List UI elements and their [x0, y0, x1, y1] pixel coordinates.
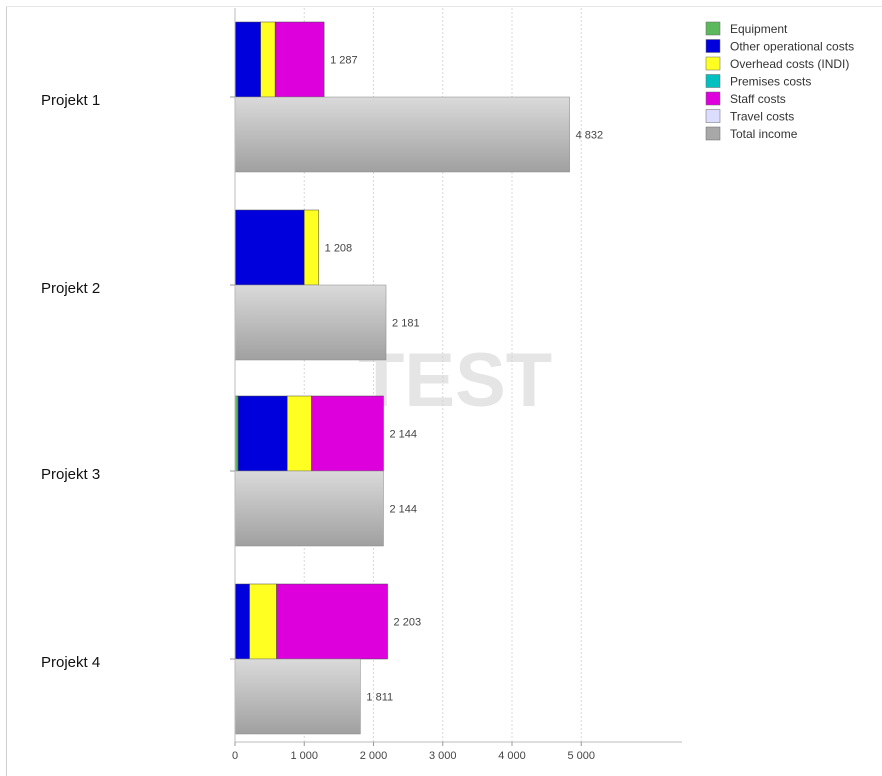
x-tick-label: 3 000 — [429, 750, 457, 762]
legend-label: Overhead costs (INDI) — [730, 57, 849, 71]
bar-segment-overhead-costs-indi-[interactable] — [249, 583, 277, 660]
legend-swatch — [705, 39, 721, 53]
bar-total-income[interactable] — [234, 96, 570, 173]
bar-segment-other-operational-costs[interactable] — [237, 395, 288, 472]
x-tick-label: 1 000 — [290, 750, 318, 762]
income-label: 4 832 — [576, 130, 604, 142]
income-label: 2 181 — [392, 318, 420, 330]
category-label: Projekt 4 — [41, 654, 100, 671]
bar-segment-staff-costs[interactable] — [276, 583, 388, 660]
bar-segment-overhead-costs-indi-[interactable] — [260, 21, 276, 98]
bar-segment-overhead-costs-indi-[interactable] — [304, 209, 319, 286]
legend-swatch — [705, 56, 721, 71]
cost-total-label: 2 144 — [389, 429, 417, 441]
bar-segment-staff-costs[interactable] — [274, 21, 325, 98]
x-tick-label: 2 000 — [360, 750, 388, 762]
bars-layer — [234, 21, 570, 735]
x-tick-label: 5 000 — [567, 750, 595, 762]
legend-swatch — [705, 126, 721, 141]
category-label: Projekt 1 — [41, 92, 100, 109]
legend-label: Staff costs — [730, 92, 786, 106]
income-label: 1 811 — [366, 692, 393, 704]
legend-label: Travel costs — [730, 110, 794, 124]
bar-total-income[interactable] — [234, 658, 361, 735]
legend-label: Total income — [730, 127, 798, 141]
legend-label: Other operational costs — [730, 40, 854, 54]
legend-swatch — [705, 109, 721, 123]
labels-layer: Projekt 1 1 287 4 832 Projekt 2 1 208 2 181 Pr… — [41, 55, 603, 704]
cost-total-label: 1 208 — [325, 243, 353, 255]
bar-segment-other-operational-costs[interactable] — [234, 209, 305, 286]
category-label: Projekt 2 — [41, 280, 100, 297]
x-tick-label: 0 — [232, 750, 238, 762]
category-label: Projekt 3 — [41, 466, 100, 483]
frame-top-edge — [6, 6, 882, 7]
legend-swatch — [705, 74, 721, 88]
cost-total-label: 2 203 — [394, 617, 422, 629]
legend-label: Equipment — [730, 22, 788, 36]
cost-total-label: 1 287 — [330, 55, 358, 67]
bar-segment-staff-costs[interactable] — [311, 395, 384, 472]
watermark-text: TEST — [358, 338, 552, 423]
bar-segment-other-operational-costs[interactable] — [234, 21, 261, 98]
legend: Equipment Other operational costs Overhead… — [705, 21, 854, 141]
legend-label: Premises costs — [730, 75, 811, 89]
bar-segment-overhead-costs-indi-[interactable] — [287, 395, 312, 472]
legend-swatch — [705, 21, 721, 36]
axis-layer: 0 1 000 2 000 3 000 4 000 5 000 — [230, 8, 682, 762]
bar-total-income[interactable] — [234, 284, 387, 361]
bar-segment-other-operational-costs[interactable] — [234, 583, 250, 660]
legend-swatch — [705, 91, 721, 106]
x-tick-label: 4 000 — [498, 750, 526, 762]
frame-left-edge — [6, 6, 7, 776]
bar-total-income[interactable] — [234, 470, 384, 547]
income-label: 2 144 — [389, 504, 417, 516]
